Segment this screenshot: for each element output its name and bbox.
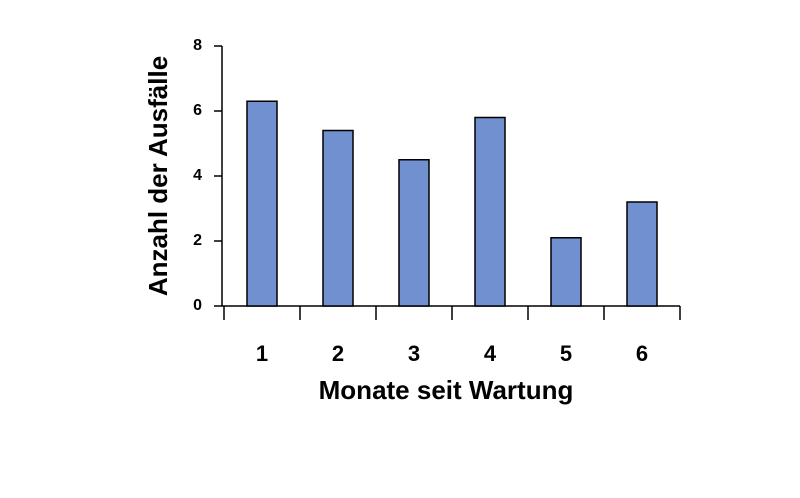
bar [550, 237, 582, 307]
x-tick-label: 2 [332, 341, 344, 366]
y-tick-label: 4 [193, 167, 202, 184]
bar [246, 100, 278, 307]
x-tick-label: 4 [484, 341, 497, 366]
x-tick-label: 6 [636, 341, 648, 366]
x-axis-label: Monate seit Wartung [319, 375, 574, 405]
x-tick-label: 5 [560, 341, 572, 366]
y-tick-label: 6 [193, 102, 202, 119]
bar [474, 116, 506, 307]
bar [398, 159, 430, 307]
bar [626, 201, 658, 307]
bar [322, 129, 354, 307]
y-tick-label: 0 [193, 297, 202, 314]
y-tick-label: 8 [193, 37, 202, 54]
x-tick-label: 1 [256, 341, 268, 366]
y-axis-label: Anzahl der Ausfälle [143, 56, 173, 296]
x-tick-label: 3 [408, 341, 420, 366]
y-tick-label: 2 [193, 232, 202, 249]
